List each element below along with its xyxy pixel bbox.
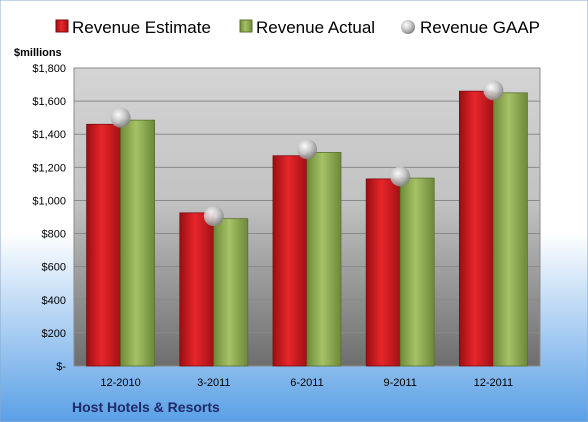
company-name: Host Hotels & Resorts [72,399,220,415]
y-tick-label: $1,600 [32,96,66,108]
legend: Revenue Estimate Revenue Actual Revenue … [55,18,540,37]
gaap-marker [297,139,317,160]
bar-actual [120,119,155,367]
y-tick-label: $200 [42,328,66,340]
unit-label: $millions [14,47,62,59]
legend-label-gaap: Revenue GAAP [420,18,540,37]
gaap-markers [110,80,504,227]
x-tick-label: 9-2011 [383,377,416,389]
y-tick-label: $1,000 [32,195,66,207]
y-tick-label: $600 [42,262,66,274]
y-tick-label: $800 [42,229,66,241]
bar-estimate [365,178,401,367]
legend-label-actual: Revenue Actual [256,18,375,37]
y-axis-ticks: $- $200 $400 $600 $800 $1,000 $1,200 $1,400 $1,6… [32,63,66,373]
gaap-marker [390,166,411,187]
bar-actual [306,152,342,367]
y-tick-label: $1,800 [32,63,66,75]
bars [86,90,528,367]
gaap-marker [483,80,504,101]
bar-actual [399,177,435,367]
x-tick-label: 12-2010 [100,377,140,389]
x-tick-label: 3-2011 [197,377,230,389]
legend-marker-gaap [401,20,415,34]
y-tick-label: $400 [42,295,66,307]
x-tick-label: 6-2011 [290,377,323,389]
y-tick-label: $1,400 [32,129,66,141]
gaap-marker [110,107,131,128]
x-axis-ticks: 12-2010 3-2011 6-2011 9-2011 12-2011 [100,377,513,389]
y-tick-label: $- [56,361,66,373]
bar-estimate [272,155,308,367]
gaap-marker [203,206,224,227]
bar-estimate [86,123,121,367]
legend-swatch-actual [239,19,253,33]
legend-swatch-estimate [55,19,69,33]
y-tick-label: $1,200 [32,162,66,174]
bar-estimate [458,90,494,367]
x-tick-label: 12-2011 [474,377,514,389]
bar-actual [213,218,249,367]
bar-actual [492,92,528,367]
bar-estimate [179,212,215,367]
legend-label-estimate: Revenue Estimate [72,18,211,37]
